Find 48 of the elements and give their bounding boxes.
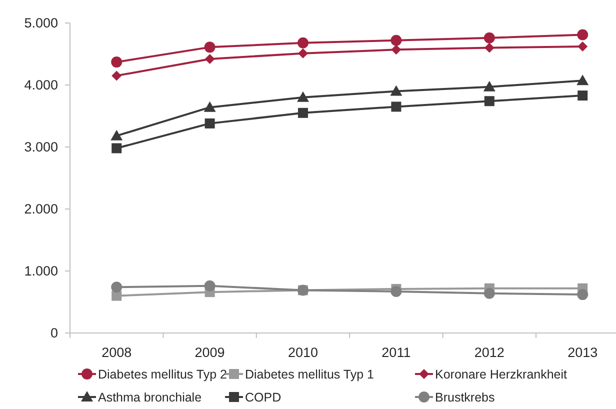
- point: [112, 70, 122, 81]
- legend-label: Diabetes mellitus Typ 2: [98, 367, 228, 382]
- x-tick-label: 2010: [288, 345, 318, 360]
- y-tick-label: 5.000: [24, 16, 58, 31]
- point: [204, 280, 216, 292]
- x-tick-label: 2013: [568, 345, 598, 360]
- point: [204, 42, 216, 53]
- y-tick-label: 0: [50, 326, 58, 341]
- x-tick-label: 2008: [102, 345, 132, 360]
- point: [298, 48, 308, 58]
- y-tick-label: 1.000: [24, 264, 58, 279]
- point: [298, 37, 308, 48]
- x-tick-label: 2009: [194, 345, 225, 360]
- point: [577, 289, 588, 300]
- point: [110, 130, 123, 140]
- point: [390, 34, 402, 46]
- point: [484, 288, 495, 299]
- point: [204, 118, 215, 128]
- point: [390, 286, 402, 297]
- point: [298, 108, 308, 118]
- point: [297, 91, 309, 102]
- point: [484, 42, 494, 53]
- legend-label: Koronare Herzkrankheit: [435, 367, 568, 382]
- point: [391, 102, 402, 112]
- legend-label: COPD: [245, 390, 282, 404]
- legend-label: Brustkrebs: [435, 390, 495, 404]
- point: [111, 282, 122, 293]
- x-tick-label: 2012: [474, 345, 504, 360]
- legend-label: Asthma bronchiale: [98, 390, 202, 404]
- point: [483, 80, 496, 92]
- point: [204, 54, 215, 64]
- point: [578, 42, 588, 52]
- point: [484, 96, 494, 106]
- point: [576, 74, 589, 86]
- y-tick-label: 3.000: [24, 140, 58, 155]
- point: [577, 29, 588, 40]
- point: [390, 85, 402, 96]
- x-tick-label: 2011: [382, 345, 411, 360]
- legend-label: Diabetes mellitus Typ 1: [245, 367, 374, 382]
- y-tick-label: 4.000: [24, 78, 58, 93]
- y-tick-label: 2.000: [24, 202, 58, 217]
- point: [578, 90, 588, 101]
- point: [112, 143, 122, 154]
- point: [112, 290, 122, 301]
- point: [204, 101, 216, 112]
- point: [391, 44, 402, 55]
- point: [484, 32, 495, 44]
- point: [111, 56, 122, 68]
